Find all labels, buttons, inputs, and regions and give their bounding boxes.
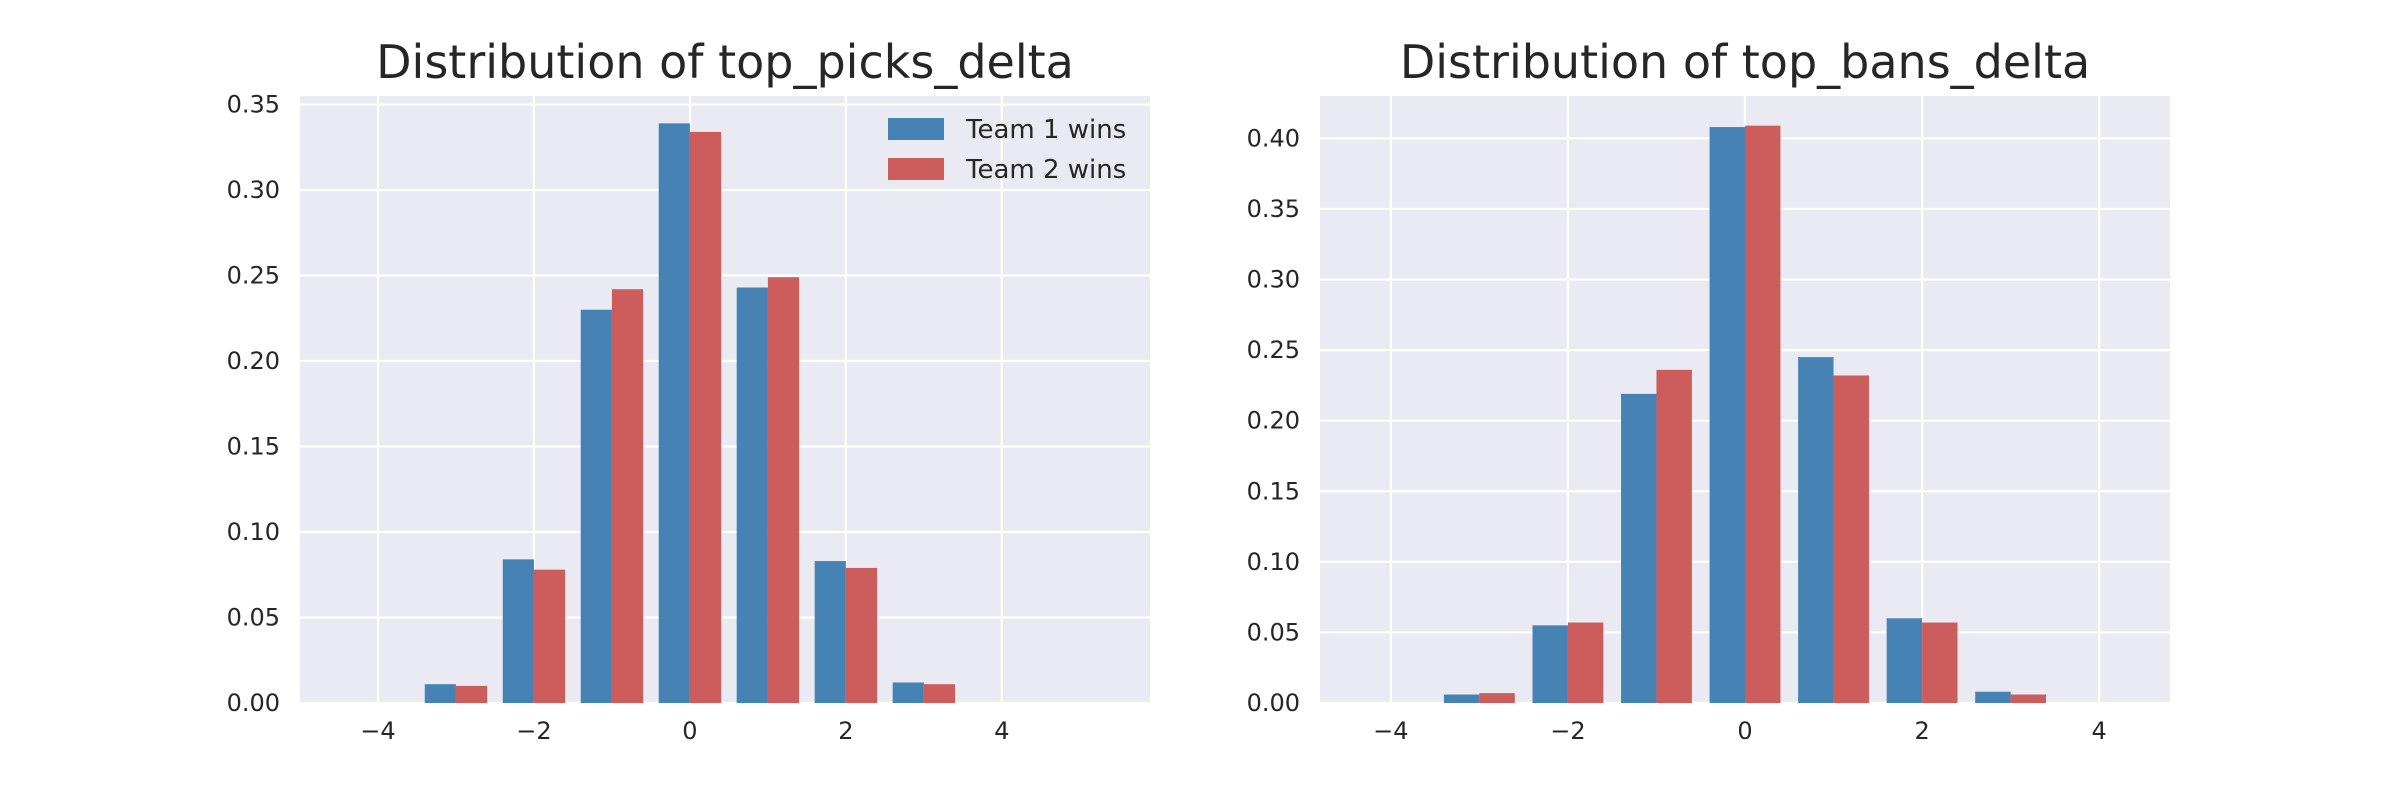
bar-team-2: [845, 567, 878, 703]
bar-team-2: [1656, 369, 1692, 703]
x-tick-label: 0: [682, 717, 697, 745]
y-tick-label: 0.00: [227, 689, 280, 717]
y-tick-label: 0.15: [1247, 477, 1300, 505]
bar-team-2: [1833, 375, 1869, 703]
y-tick-label: 0.35: [1247, 195, 1300, 223]
x-tick-label: −2: [516, 717, 551, 745]
bars: [424, 123, 956, 704]
y-tick-label: 0.30: [1247, 266, 1300, 294]
bar-team-1: [1621, 393, 1657, 703]
y-tick-label: 0.20: [227, 347, 280, 375]
x-tick-label: 2: [838, 717, 853, 745]
y-tick-label: 0.05: [1247, 618, 1300, 646]
legend: Team 1 wins Team 2 wins: [888, 115, 1126, 185]
bar-team-1: [580, 309, 612, 703]
x-tick-label: −4: [1373, 717, 1408, 745]
bar-team-1: [892, 682, 924, 703]
chart-title: Distribution of top_bans_delta: [1400, 35, 2090, 89]
y-tick-label: 0.10: [227, 518, 280, 546]
bars: [1443, 125, 2047, 704]
bar-team-1: [1532, 625, 1568, 703]
y-tick-label: 0.15: [227, 433, 280, 461]
x-tick-label: 2: [1914, 717, 1929, 745]
bar-team-2: [1567, 622, 1604, 703]
bar-team-2: [767, 277, 800, 703]
bar-team-1: [1975, 691, 2011, 703]
plot-area: [300, 96, 1150, 703]
bar-team-1: [1798, 357, 1834, 703]
bar-team-2: [1922, 622, 1958, 703]
chart-title: Distribution of top_picks_delta: [376, 35, 1074, 89]
bar-team-1: [424, 684, 456, 703]
y-tick-label: 0.25: [227, 262, 280, 290]
bar-team-2: [689, 131, 722, 703]
x-tick-label: 4: [2092, 717, 2107, 745]
bar-team-1: [502, 559, 534, 703]
bar-team-1: [658, 123, 690, 704]
legend-label-team-2: Team 2 wins: [965, 155, 1126, 185]
chart-top-picks-delta: 0.000.050.100.150.200.250.300.35−4 −2 0 2 4 …: [227, 35, 1150, 745]
y-tick-label: 0.25: [1247, 336, 1300, 364]
legend-label-team-1: Team 1 wins: [965, 115, 1126, 145]
bar-team-2: [533, 569, 566, 703]
y-tick-label: 0.00: [1247, 689, 1300, 717]
bar-team-2: [1745, 125, 1781, 704]
legend-swatch-team-1: [888, 118, 944, 140]
y-tick-label: 0.40: [1247, 124, 1300, 152]
bar-team-1: [1886, 618, 1923, 703]
x-tick-label: 0: [1737, 717, 1752, 745]
bar-team-1: [1709, 127, 1745, 704]
y-tick-label: 0.10: [1247, 548, 1300, 576]
tick-labels: 0.00 0.05 0.10 0.15 0.20 0.25 0.30 0.35 −4 −2 0 2 4: [227, 91, 1010, 745]
bar-team-2: [2010, 694, 2047, 703]
bar-team-2: [611, 289, 644, 703]
chart-top-bans-delta: 0.00 0.05 0.10 0.15 0.20 0.25 0.30 0.35 0.40 −4 −2…: [1247, 35, 2170, 745]
bar-team-1: [814, 561, 846, 703]
bar-team-2: [455, 685, 488, 703]
tick-labels: 0.00 0.05 0.10 0.15 0.20 0.25 0.30 0.35 0.40 −4 −2…: [1247, 124, 2107, 745]
y-tick-label: 0.05: [227, 604, 280, 632]
y-tick-label: 0.30: [227, 176, 280, 204]
bar-team-1: [1443, 694, 1480, 703]
bar-team-1: [736, 287, 768, 703]
x-tick-label: −4: [360, 717, 395, 745]
bar-team-2: [923, 684, 956, 703]
x-tick-label: 4: [994, 717, 1009, 745]
y-tick-label: 0.35: [227, 91, 280, 119]
bar-team-2: [1479, 693, 1515, 703]
legend-swatch-team-2: [888, 158, 944, 180]
y-tick-label: 0.20: [1247, 407, 1300, 435]
x-tick-label: −2: [1550, 717, 1585, 745]
